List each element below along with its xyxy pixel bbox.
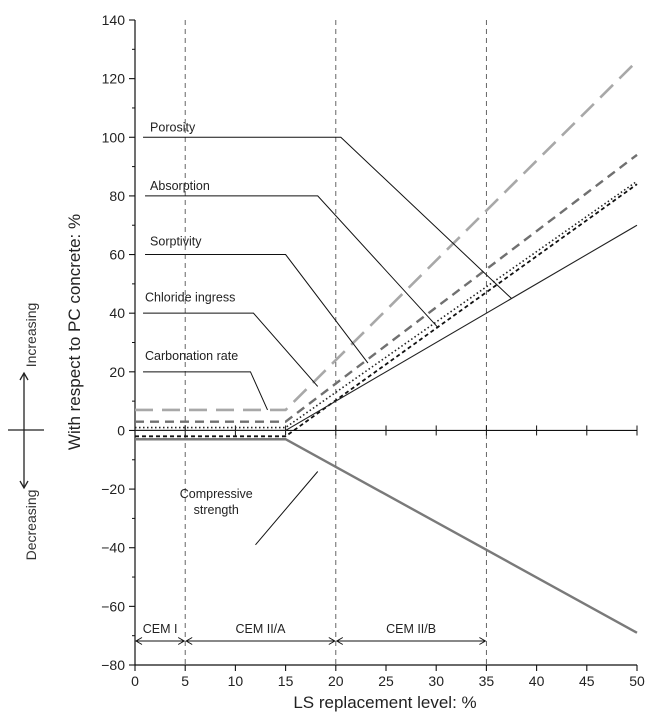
leader-carbonation-rate (143, 371, 268, 411)
zone-arrow-head-right (328, 637, 336, 645)
zone-label-cem-i: CEM I (143, 622, 178, 636)
annotations: Porosity Absorption Sorptivity Chloride ing… (143, 120, 512, 546)
series-sorptivity-line (135, 180, 638, 429)
zone-arrow-head-left (135, 637, 143, 645)
annotation-carbonation-rate: Carbonation rate (145, 349, 238, 363)
x-tick-label: 40 (529, 673, 545, 689)
direction-indicator: Increasing Decreasing (8, 303, 44, 561)
zone-arrow-head-right (479, 637, 487, 645)
annotation-compressive-strength: strength (194, 503, 239, 517)
leader-porosity (143, 136, 512, 299)
y-tick-label: −40 (101, 540, 125, 556)
direction-arrow-head-down (19, 480, 29, 490)
x-tick-label: 0 (131, 673, 139, 689)
series-absorption-line (135, 153, 638, 423)
y-tick-label: 20 (109, 364, 125, 380)
reference-lines (184, 20, 487, 665)
leader-absorption (145, 195, 439, 329)
x-tick-label: 5 (181, 673, 189, 689)
x-tick-label: 50 (629, 673, 645, 689)
y-tick-label: 80 (109, 188, 125, 204)
x-tick-label: 15 (278, 673, 294, 689)
x-tick-label: 25 (378, 673, 394, 689)
annotation-sorptivity: Sorptivity (150, 235, 202, 249)
direction-arrow-head-up (19, 371, 29, 381)
annotation-chloride-ingress: Chloride ingress (145, 290, 235, 304)
y-tick-label: 0 (117, 422, 125, 438)
increasing-label: Increasing (23, 303, 39, 368)
series-carbonation-rate-line (135, 224, 638, 432)
annotation-absorption: Absorption (150, 179, 210, 193)
zone-arrow-head-right (177, 637, 186, 645)
axes: −80 −60 −40 −20 0 20 40 60 80 100 120 140 0 5 10 15 20 25… (101, 12, 645, 689)
y-tick-label: 140 (102, 12, 126, 28)
zone-arrow-head-left (335, 637, 344, 645)
decreasing-label: Decreasing (23, 490, 39, 561)
x-axis-title: LS replacement level: % (293, 693, 476, 712)
zones: CEM I CEM II/A CEM II/B (135, 622, 487, 645)
leader-sorptivity (145, 254, 369, 364)
leader-compressive-strength (255, 471, 319, 546)
annotation-porosity: Porosity (150, 120, 196, 134)
y-tick-label: 60 (109, 247, 125, 263)
y-tick-label: 100 (102, 129, 126, 145)
y-tick-label: −60 (101, 598, 125, 614)
leader-chloride-ingress (143, 312, 319, 387)
x-tick-label: 30 (428, 673, 444, 689)
zone-arrow-head-left (185, 637, 193, 645)
annotation-compressive-strength: Compressive (180, 487, 253, 501)
y-tick-label: −80 (101, 657, 125, 673)
series-porosity-line (135, 60, 638, 412)
zone-label-cem-ii-a: CEM II/A (235, 622, 286, 636)
y-axis-title: With respect to PC concrete: % (65, 214, 84, 450)
x-tick-label: 45 (579, 673, 595, 689)
x-tick-label: 10 (228, 673, 244, 689)
series-lines (135, 60, 638, 634)
y-tick-label: 120 (102, 71, 126, 87)
x-tick-label: 20 (328, 673, 344, 689)
series-chloride-ingress-line (135, 183, 638, 438)
series-compressive-strength-line (135, 438, 638, 634)
zone-label-cem-ii-b: CEM II/B (386, 622, 436, 636)
y-tick-label: 40 (109, 305, 125, 321)
x-tick-label: 35 (479, 673, 495, 689)
y-tick-label: −20 (101, 481, 125, 497)
